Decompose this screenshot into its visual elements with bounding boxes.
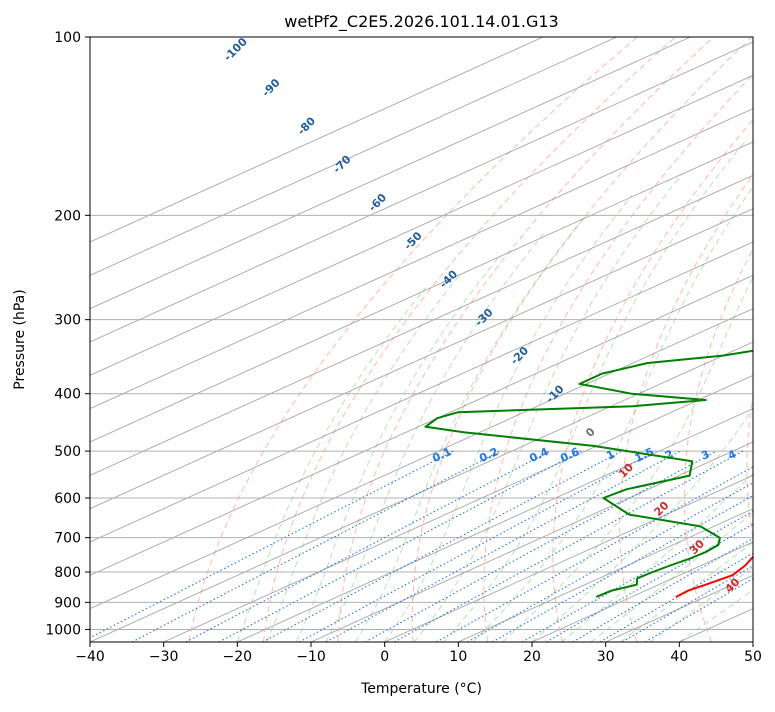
dry-adiabat-label: -70 — [330, 153, 353, 176]
dry-adiabat-label: -80 — [295, 114, 318, 137]
dry-adiabat-label: -60 — [366, 191, 389, 214]
dry-adiabat-label: -40 — [437, 267, 460, 290]
dry-adiabat-label: -90 — [259, 76, 282, 99]
x-tick-label: 40 — [670, 649, 688, 665]
x-axis-label: Temperature (°C) — [360, 681, 482, 697]
mixing-ratio-label: 2 — [663, 448, 675, 463]
dry-adiabat-label: 20 — [652, 499, 672, 519]
isotherm-line — [164, 37, 775, 642]
mixing-ratio-label: 0.2 — [477, 445, 500, 465]
isotherm-line — [385, 37, 775, 642]
dry-adiabat-line — [484, 24, 775, 642]
y-axis-label: Pressure (hPa) — [12, 289, 28, 389]
y-tick-label: 600 — [54, 491, 81, 507]
moist-adiabat-line — [296, 257, 499, 642]
moist-adiabat-line — [444, 141, 746, 642]
mixing-ratio-label: 6 — [765, 447, 775, 462]
chart-title: wetPf2_C2E5.2026.101.14.01.G13 — [284, 12, 558, 32]
x-tick-label: −30 — [149, 649, 179, 665]
temperature-profile-line — [677, 40, 775, 597]
y-tick-label: 200 — [54, 208, 81, 224]
dry-adiabat-label: 10 — [616, 460, 636, 480]
mixing-ratio-label: 0.4 — [527, 445, 550, 465]
mixing-ratio-line — [326, 451, 680, 642]
dry-adiabat-label: -100 — [221, 35, 250, 64]
isotherm-line — [458, 37, 775, 642]
isotherm-line — [0, 37, 764, 642]
y-tick-label: 900 — [54, 595, 81, 611]
dry-adiabat-label: 0 — [583, 425, 598, 440]
mixing-ratio-line — [546, 451, 775, 642]
x-tick-label: 20 — [523, 649, 541, 665]
x-tick-label: −20 — [223, 649, 253, 665]
y-tick-label: 800 — [54, 565, 81, 581]
x-tick-label: 10 — [449, 649, 467, 665]
mixing-ratio-line — [645, 451, 775, 642]
isotherm-line — [753, 37, 775, 642]
moist-adiabat-line — [355, 215, 586, 642]
isotherm-line — [16, 37, 775, 642]
mixing-ratio-line — [492, 451, 775, 642]
mixing-ratio-label: 0.6 — [558, 445, 581, 465]
dry-adiabat-line — [747, 24, 775, 642]
dry-adiabat-label: 30 — [687, 537, 707, 557]
y-tick-label: 500 — [54, 444, 81, 460]
x-tick-label: 30 — [597, 649, 615, 665]
mixing-ratio-line — [365, 451, 716, 642]
mixing-ratio-line — [299, 451, 655, 642]
isotherm-line — [0, 37, 690, 642]
mixing-ratio-label: 0.1 — [430, 445, 453, 465]
mixing-ratio-line — [82, 451, 454, 642]
x-tick-label: 50 — [744, 649, 762, 665]
moist-adiabat-line — [562, 37, 775, 642]
moist-adiabat-line — [503, 84, 775, 642]
moist-adiabat-line — [473, 114, 775, 642]
isotherm-line — [0, 37, 543, 642]
x-tick-label: 0 — [380, 649, 389, 665]
y-tick-label: 700 — [54, 531, 81, 547]
y-tick-label: 1000 — [45, 622, 81, 638]
mixing-ratio-line — [219, 451, 581, 642]
moist-adiabat-line — [237, 288, 425, 642]
x-tick-label: −10 — [296, 649, 326, 665]
x-tick-label: −40 — [75, 649, 105, 665]
y-tick-label: 100 — [54, 30, 81, 46]
y-tick-label: 400 — [54, 387, 81, 403]
mixing-ratio-line — [436, 451, 775, 642]
y-tick-label: 300 — [54, 313, 81, 329]
dry-adiabat-label: -20 — [508, 344, 531, 367]
background-lines — [0, 24, 775, 642]
mixing-ratio-line — [263, 451, 622, 642]
